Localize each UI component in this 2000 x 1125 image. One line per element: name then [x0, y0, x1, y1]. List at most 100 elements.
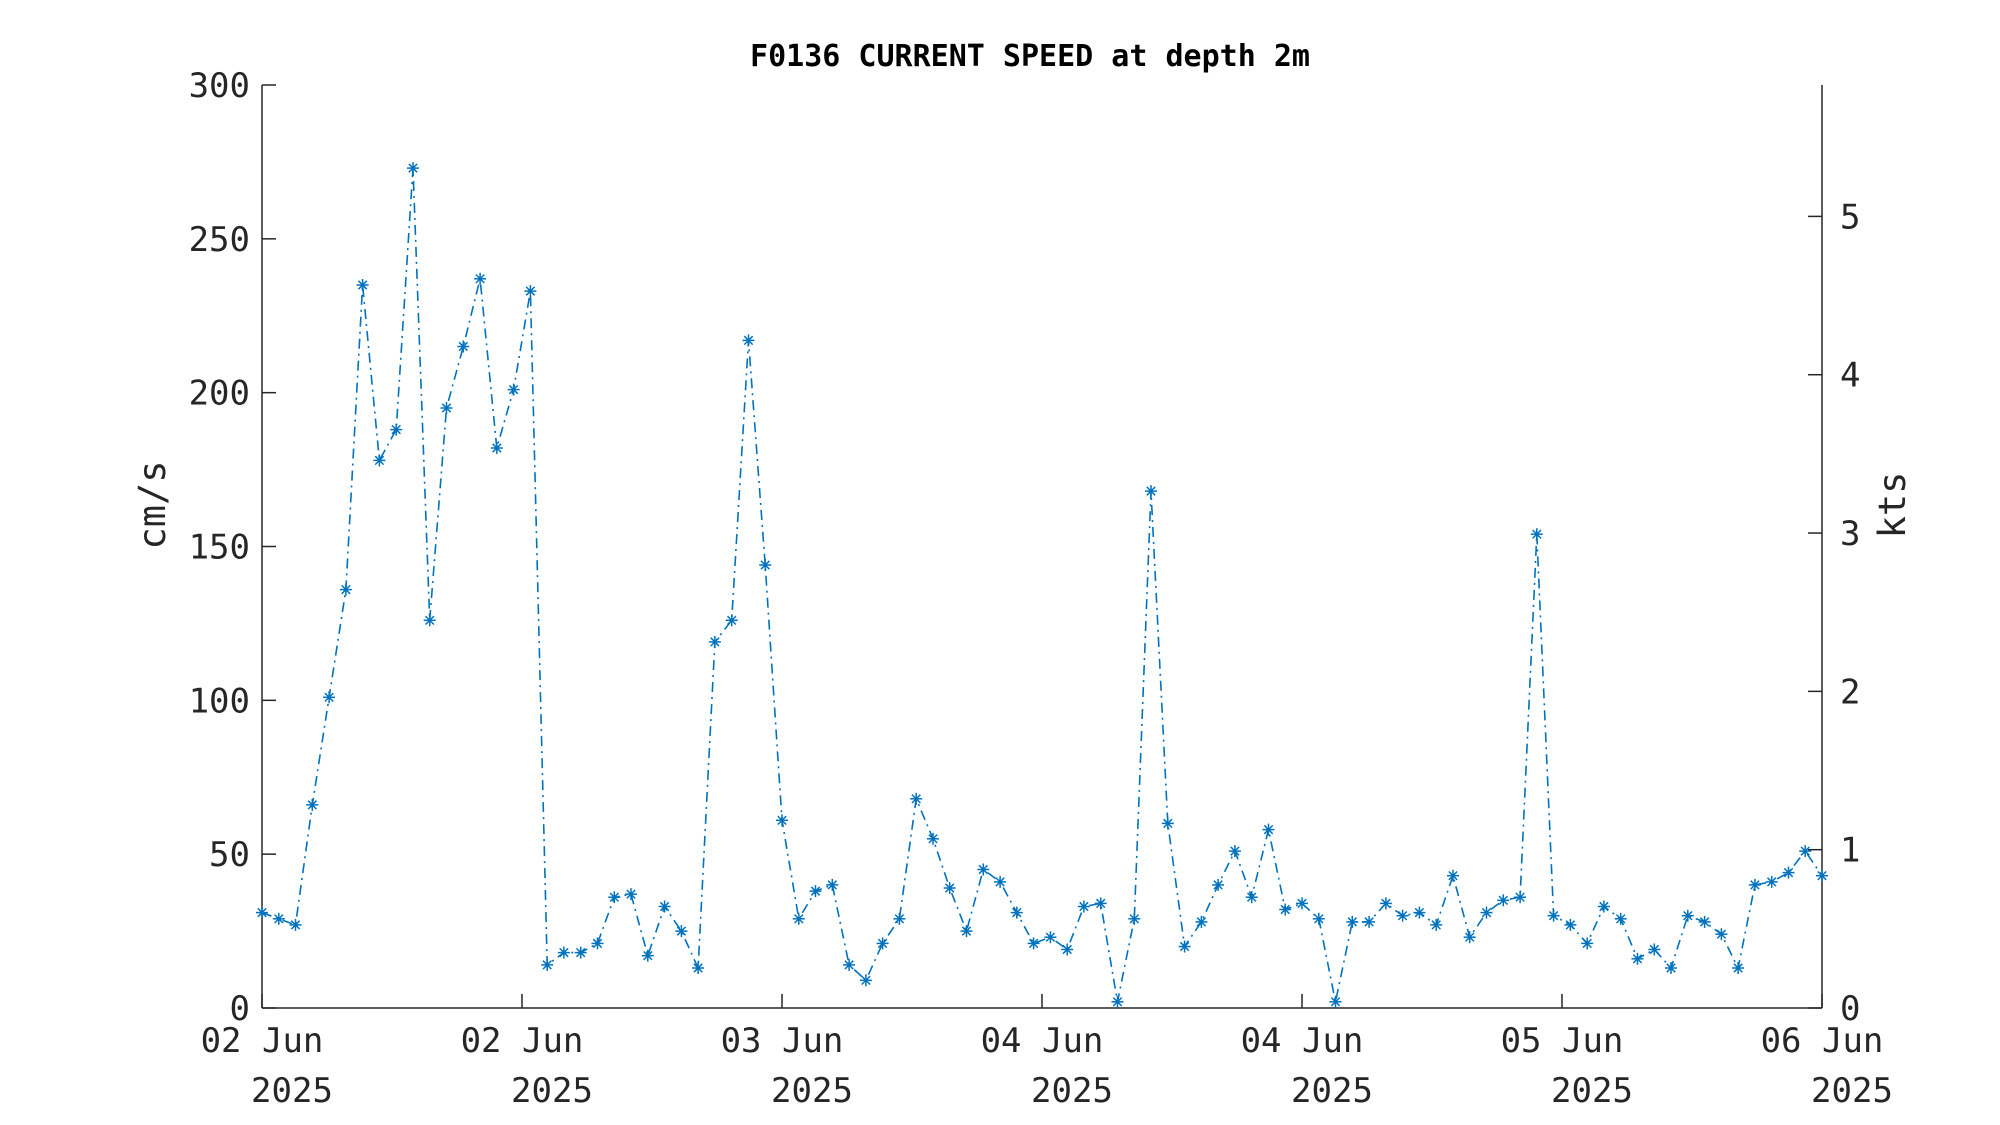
data-point: [1195, 915, 1208, 928]
data-point: [1346, 915, 1359, 928]
data-point: [994, 875, 1007, 888]
data-point: [356, 279, 369, 291]
data-point: [910, 792, 923, 805]
data-point: [708, 635, 721, 648]
data-point: [1128, 912, 1141, 925]
data-point: [1447, 869, 1459, 882]
data-point: [876, 937, 889, 950]
data-point: [1782, 866, 1795, 879]
data-point: [457, 340, 470, 353]
data-point: [1363, 915, 1376, 928]
x-tick-label-day: 03 Jun: [721, 1021, 844, 1061]
y-tick-label: 50: [209, 835, 250, 875]
data-point: [1799, 845, 1812, 858]
data-point: [1094, 897, 1107, 910]
data-point: [1530, 528, 1543, 541]
data-point: [423, 614, 436, 627]
x-tick-label-year: 2025: [771, 1071, 853, 1111]
data-point: [1732, 962, 1745, 974]
data-point: [1379, 897, 1392, 910]
data-point: [1178, 940, 1191, 953]
data-point: [893, 912, 906, 925]
data-point: [1463, 931, 1476, 944]
data-point: [1581, 937, 1594, 950]
data-point: [927, 832, 939, 845]
chart-title: F0136 CURRENT SPEED at depth 2m: [750, 39, 1310, 74]
data-point: [1061, 943, 1074, 956]
data-point: [1329, 995, 1342, 1008]
data-point: [1312, 912, 1325, 925]
right-tick-label: 3: [1840, 514, 1860, 554]
data-point: [1816, 869, 1828, 882]
data-point: [641, 949, 654, 962]
x-tick-label-year: 2025: [1551, 1071, 1633, 1111]
data-point: [675, 925, 688, 938]
data-point: [591, 937, 604, 950]
y-tick-label: 200: [189, 374, 250, 414]
data-point: [960, 925, 973, 938]
x-tick-label-day: 02 Jun: [201, 1021, 324, 1061]
data-point: [272, 912, 285, 925]
data-point: [1648, 943, 1661, 956]
x-tick-label-day: 04 Jun: [981, 1021, 1104, 1061]
data-point: [742, 334, 755, 347]
y-axis-label-left: cm/s: [131, 460, 174, 549]
data-point: [977, 863, 990, 876]
right-tick-label: 4: [1840, 356, 1860, 396]
data-point: [1396, 909, 1409, 922]
data-point: [776, 814, 788, 827]
x-tick-label-day: 04 Jun: [1241, 1021, 1364, 1061]
series-line: [261, 168, 1823, 1002]
data-point: [1597, 900, 1610, 913]
data-point: [692, 962, 705, 974]
data-point: [373, 454, 386, 467]
data-point: [390, 423, 403, 436]
data-point: [759, 559, 772, 571]
data-point: [1010, 906, 1023, 919]
right-tick-label: 1: [1840, 831, 1860, 871]
data-point: [1698, 915, 1711, 928]
data-point: [574, 946, 587, 959]
data-point: [1228, 845, 1241, 858]
y-tick-label: 100: [189, 681, 250, 721]
data-point: [1748, 878, 1761, 891]
data-point: [1564, 918, 1577, 931]
data-point: [256, 906, 268, 919]
y-axis-label-right: kts: [1871, 472, 1914, 539]
data-point: [1665, 962, 1677, 974]
data-point: [1212, 878, 1225, 891]
data-point: [1279, 903, 1292, 916]
data-point: [658, 900, 671, 913]
data-point: [289, 918, 302, 931]
data-point: [1262, 823, 1275, 836]
data-point: [1027, 937, 1040, 950]
x-tick-label-year: 2025: [1811, 1071, 1893, 1111]
data-point: [1161, 817, 1174, 830]
data-point: [608, 891, 621, 904]
data-point: [1430, 918, 1443, 931]
data-point: [1715, 928, 1728, 941]
data-point: [323, 691, 336, 704]
data-point: [1614, 912, 1627, 925]
x-tick-label-day: 05 Jun: [1501, 1021, 1624, 1061]
data-point: [943, 882, 956, 894]
x-tick-label-day: 02 Jun: [461, 1021, 584, 1061]
data-point: [1547, 909, 1560, 922]
x-tick-label-year: 2025: [251, 1071, 333, 1111]
data-point: [1631, 952, 1644, 965]
data-point: [1296, 897, 1308, 910]
data-point: [1044, 931, 1057, 944]
x-tick-label-day: 06 Jun: [1761, 1021, 1884, 1061]
data-point: [1413, 906, 1426, 919]
y-tick-label: 250: [189, 220, 250, 260]
data-point: [1765, 875, 1778, 888]
data-point: [1245, 891, 1258, 904]
data-point: [1145, 485, 1157, 498]
data-point: [306, 798, 319, 811]
data-point: [859, 974, 872, 987]
right-tick-label: 2: [1840, 672, 1860, 712]
data-point: [440, 402, 453, 414]
data-point: [490, 442, 503, 454]
data-point: [1514, 891, 1527, 904]
